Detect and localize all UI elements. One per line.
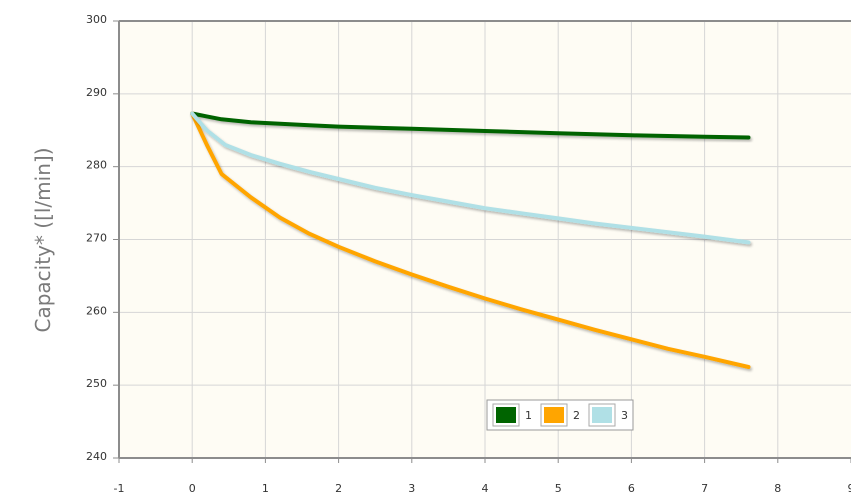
series-line-3 — [190, 111, 751, 245]
y-tick-label: 260 — [86, 304, 107, 317]
x-tick-label: 8 — [774, 482, 781, 495]
y-tick-label: 280 — [86, 159, 107, 172]
x-tick-label: 7 — [701, 482, 708, 495]
y-tick-label: 270 — [86, 232, 107, 245]
legend-label-1: 1 — [525, 409, 532, 422]
y-tick-label: 250 — [86, 377, 107, 390]
x-tick-label: 5 — [555, 482, 562, 495]
x-tick-label: 2 — [335, 482, 342, 495]
x-tick-label: 6 — [628, 482, 635, 495]
x-tick-label: 0 — [189, 482, 196, 495]
series-lines — [190, 111, 751, 369]
legend-swatch-2 — [544, 407, 564, 423]
legend-swatch-3 — [592, 407, 612, 423]
x-tick-label: 1 — [262, 482, 269, 495]
grid-lines — [119, 21, 851, 458]
legend-swatch-1 — [496, 407, 516, 423]
tick-labels: 240 250 260 270 280 290 300 -1 0 1 2 3 4 5 6 7 8 9 — [86, 13, 851, 495]
y-axis-label: Capacity* ([l/min]) — [31, 148, 55, 333]
series-line-1 — [190, 111, 751, 140]
x-tick-label: 9 — [848, 482, 851, 495]
axes — [113, 20, 851, 463]
legend: 1 2 3 — [486, 399, 634, 431]
x-tick-label: 4 — [482, 482, 489, 495]
legend-label-2: 2 — [573, 409, 580, 422]
y-tick-label: 240 — [86, 450, 107, 463]
legend-label-3: 3 — [621, 409, 628, 422]
series-line-2 — [190, 111, 751, 369]
x-tick-label: 3 — [408, 482, 415, 495]
y-tick-label: 300 — [86, 13, 107, 26]
y-tick-label: 290 — [86, 86, 107, 99]
x-tick-label: -1 — [114, 482, 125, 495]
